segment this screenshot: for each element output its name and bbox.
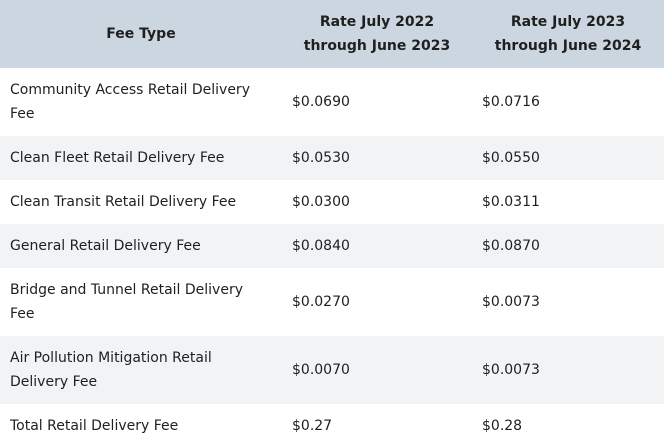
rate-2022-cell: $0.0270 bbox=[282, 268, 472, 336]
fee-type-cell: Air Pollution Mitigation Retail Delivery… bbox=[0, 336, 282, 404]
header-rate-2023-line1: Rate July 2023 bbox=[510, 14, 626, 30]
rate-2023-cell: $0.0716 bbox=[472, 68, 664, 136]
rate-2022-cell: $0.0530 bbox=[282, 136, 472, 180]
rate-2022-cell: $0.27 bbox=[282, 404, 472, 448]
header-rate-2023-line2: through June 2024 bbox=[494, 38, 642, 54]
rate-2023-cell: $0.0311 bbox=[472, 180, 664, 224]
rate-2022-cell: $0.0840 bbox=[282, 224, 472, 268]
table-row: Bridge and Tunnel Retail Delivery Fee $0… bbox=[0, 268, 664, 336]
table-row: Community Access Retail Delivery Fee $0.… bbox=[0, 68, 664, 136]
header-rate-2022-line1: Rate July 2022 bbox=[319, 14, 435, 30]
rate-2023-cell: $0.0870 bbox=[472, 224, 664, 268]
rate-2022-cell: $0.0300 bbox=[282, 180, 472, 224]
table-row-total: Total Retail Delivery Fee $0.27 $0.28 bbox=[0, 404, 664, 448]
table-row: General Retail Delivery Fee $0.0840 $0.0… bbox=[0, 224, 664, 268]
header-fee-type-label: Fee Type bbox=[106, 26, 176, 42]
fee-type-cell: Clean Transit Retail Delivery Fee bbox=[0, 180, 282, 224]
table-body: Community Access Retail Delivery Fee $0.… bbox=[0, 68, 664, 448]
header-row: Fee Type Rate July 2022 through June 202… bbox=[0, 0, 664, 68]
rate-2023-cell: $0.28 bbox=[472, 404, 664, 448]
rate-2022-cell: $0.0070 bbox=[282, 336, 472, 404]
fee-type-cell: General Retail Delivery Fee bbox=[0, 224, 282, 268]
header-rate-2022: Rate July 2022 through June 2023 bbox=[282, 0, 472, 68]
fee-type-cell: Clean Fleet Retail Delivery Fee bbox=[0, 136, 282, 180]
table-row: Clean Fleet Retail Delivery Fee $0.0530 … bbox=[0, 136, 664, 180]
header-fee-type: Fee Type bbox=[0, 0, 282, 68]
table-header: Fee Type Rate July 2022 through June 202… bbox=[0, 0, 664, 68]
fee-type-cell: Total Retail Delivery Fee bbox=[0, 404, 282, 448]
rate-2023-cell: $0.0073 bbox=[472, 268, 664, 336]
rate-2022-cell: $0.0690 bbox=[282, 68, 472, 136]
table-row: Air Pollution Mitigation Retail Delivery… bbox=[0, 336, 664, 404]
fee-type-cell: Bridge and Tunnel Retail Delivery Fee bbox=[0, 268, 282, 336]
fee-type-cell: Community Access Retail Delivery Fee bbox=[0, 68, 282, 136]
rate-2023-cell: $0.0073 bbox=[472, 336, 664, 404]
rate-2023-cell: $0.0550 bbox=[472, 136, 664, 180]
header-rate-2022-line2: through June 2023 bbox=[303, 38, 451, 54]
table-row: Clean Transit Retail Delivery Fee $0.030… bbox=[0, 180, 664, 224]
header-rate-2023: Rate July 2023 through June 2024 bbox=[472, 0, 664, 68]
